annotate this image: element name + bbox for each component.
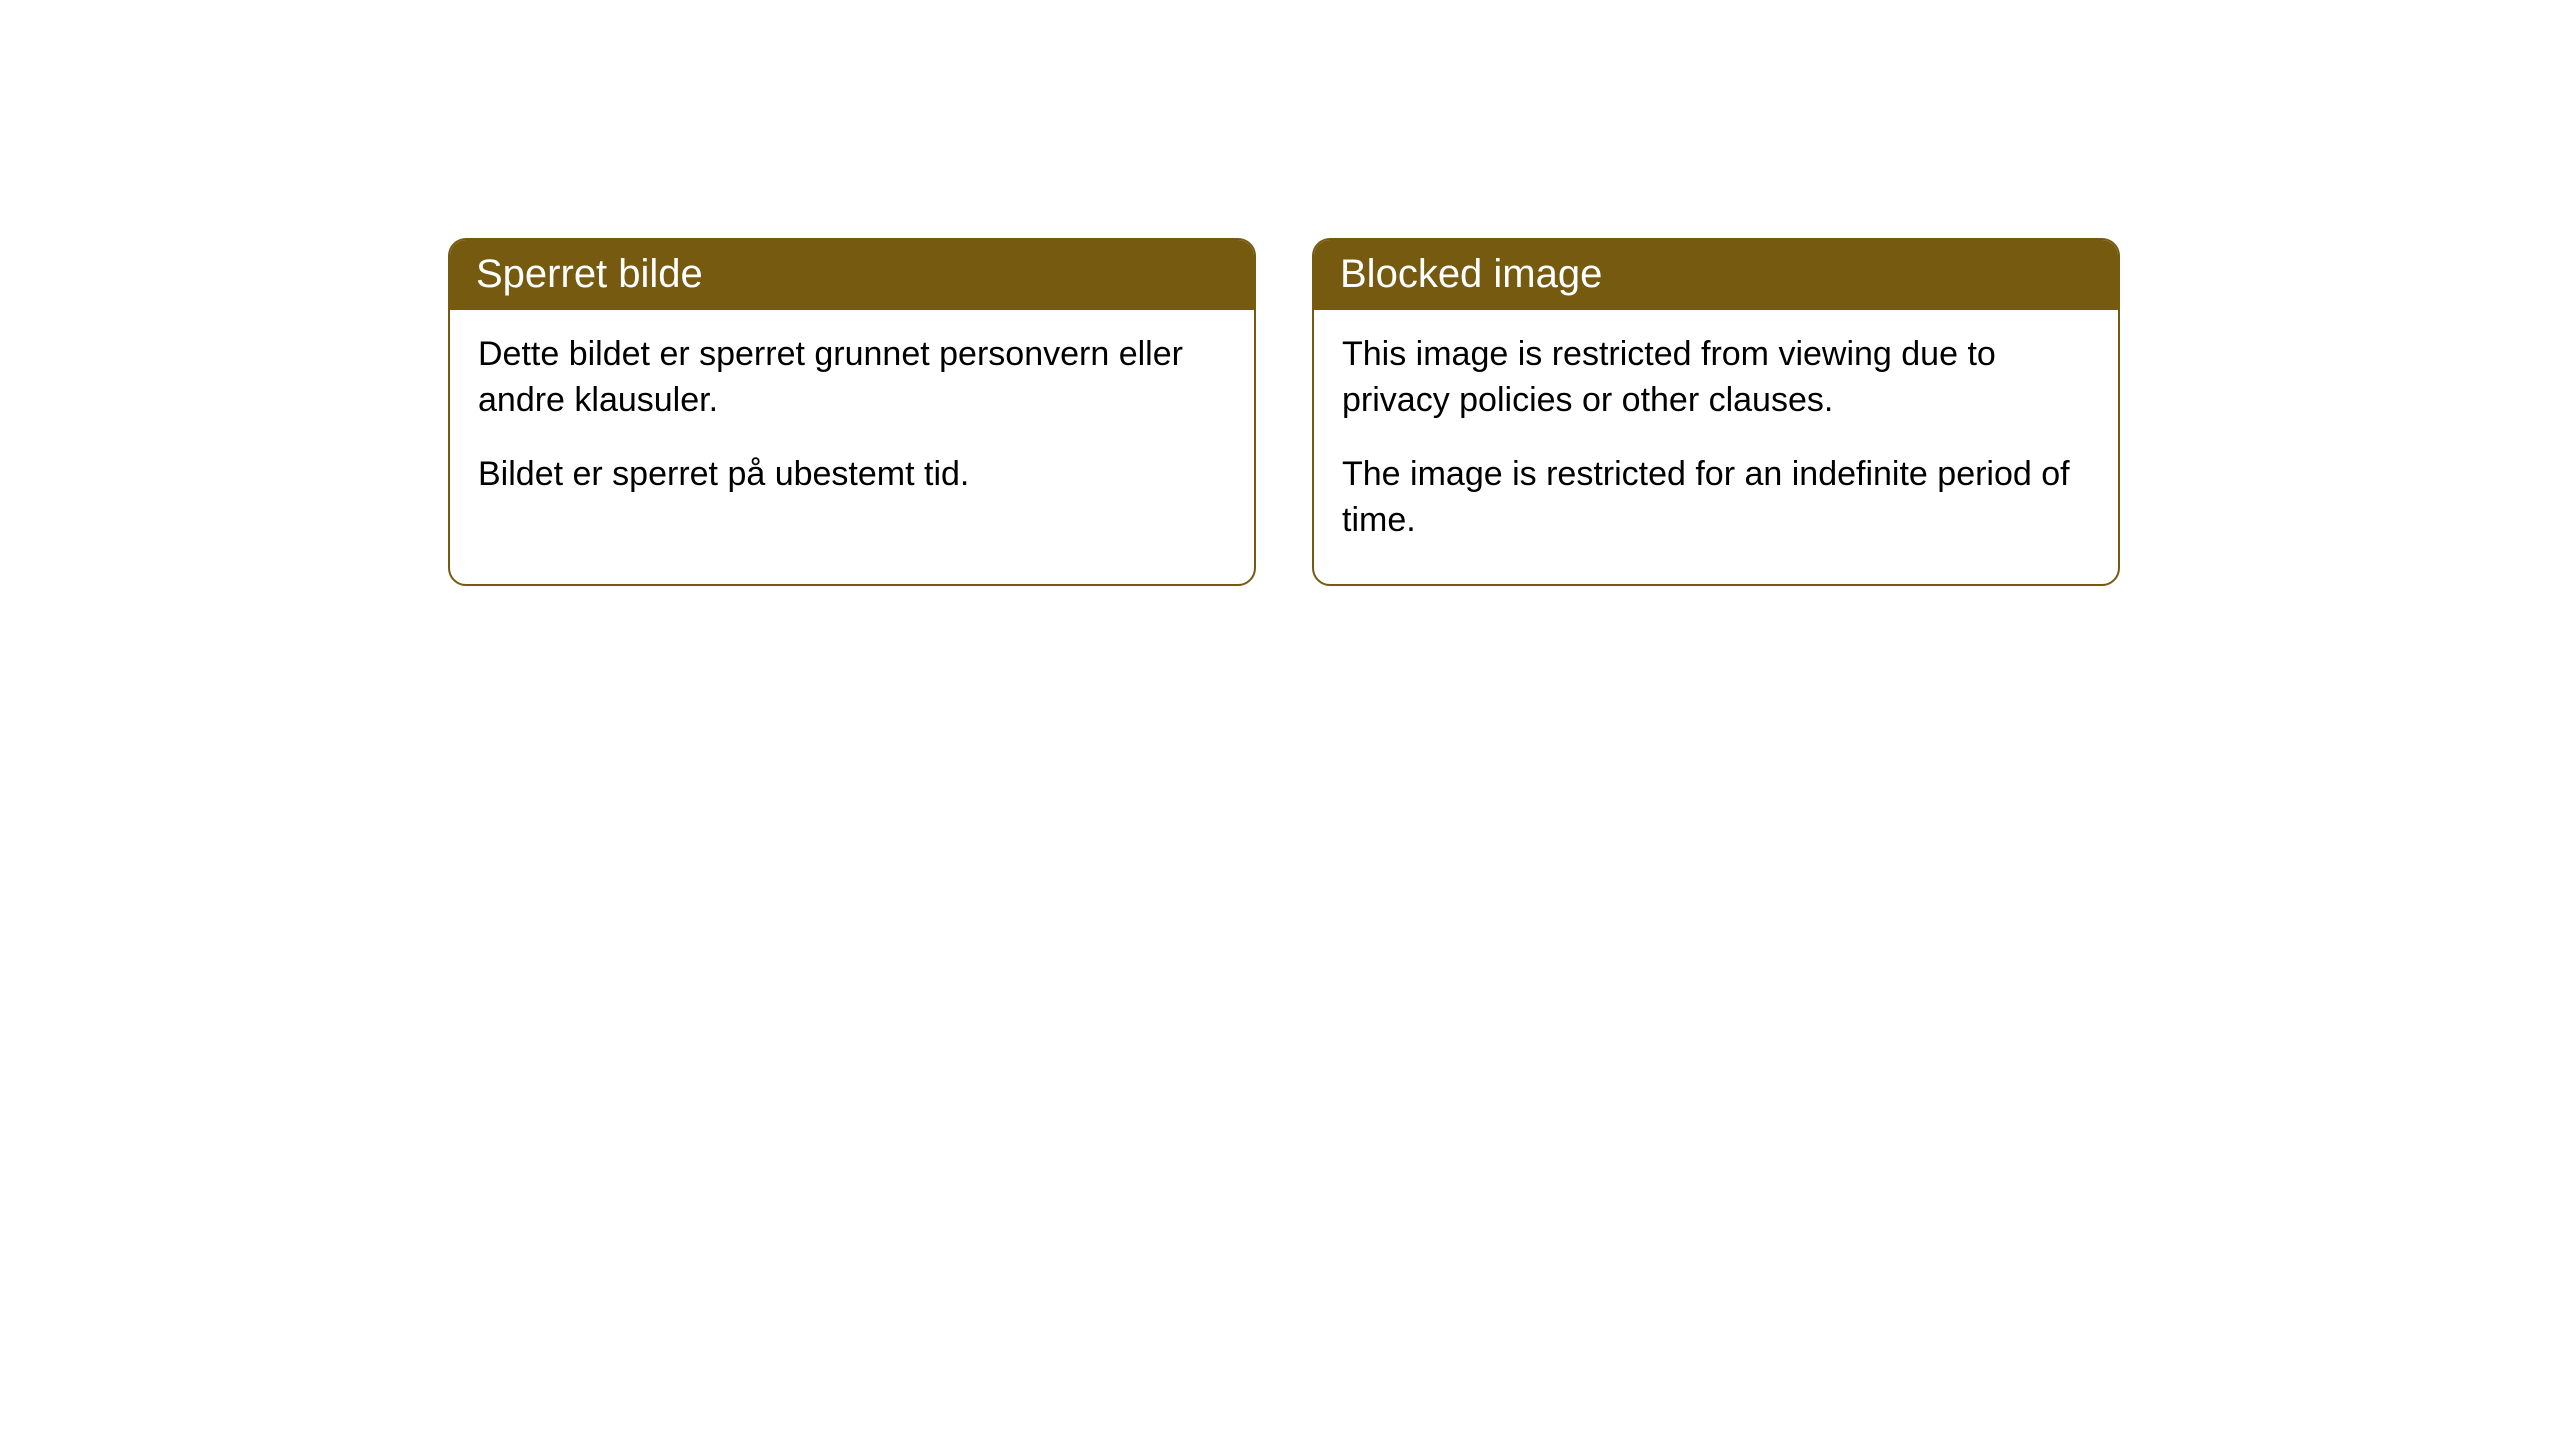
blocked-image-card-norwegian: Sperret bilde Dette bildet er sperret gr… [448,238,1256,586]
blocked-image-card-english: Blocked image This image is restricted f… [1312,238,2120,586]
card-body-norwegian: Dette bildet er sperret grunnet personve… [450,310,1254,538]
notice-container: Sperret bilde Dette bildet er sperret gr… [448,238,2560,586]
card-header-norwegian: Sperret bilde [450,240,1254,310]
notice-paragraph: This image is restricted from viewing du… [1342,332,2090,424]
notice-paragraph: The image is restricted for an indefinit… [1342,452,2090,544]
card-header-english: Blocked image [1314,240,2118,310]
card-body-english: This image is restricted from viewing du… [1314,310,2118,584]
notice-paragraph: Bildet er sperret på ubestemt tid. [478,452,1226,498]
notice-paragraph: Dette bildet er sperret grunnet personve… [478,332,1226,424]
